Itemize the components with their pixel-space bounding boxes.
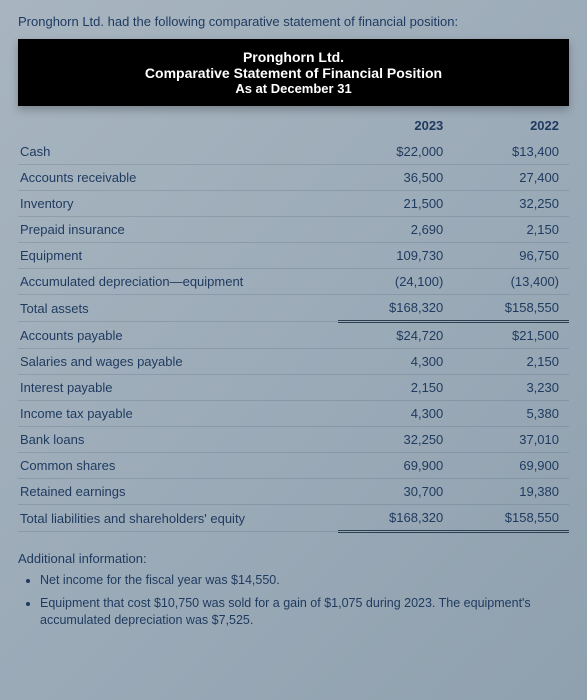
row-label: Total assets [18,295,338,322]
as-at-date: As at December 31 [18,81,569,96]
col-label [18,112,338,139]
row-value-y2: 5,380 [453,401,569,427]
row-value-y1: 4,300 [338,349,454,375]
row-value-y2: $13,400 [453,139,569,165]
financial-table: 2023 2022 Cash$22,000$13,400Accounts rec… [18,112,569,533]
row-value-y1: 2,150 [338,375,454,401]
row-label: Salaries and wages payable [18,349,338,375]
table-row: Bank loans32,25037,010 [18,427,569,453]
table-row: Accounts receivable36,50027,400 [18,165,569,191]
row-value-y1: 4,300 [338,401,454,427]
row-value-y1: 21,500 [338,191,454,217]
table-row: Accounts payable$24,720$21,500 [18,322,569,349]
row-value-y2: $158,550 [453,295,569,322]
table-row: Total assets$168,320$158,550 [18,295,569,322]
table-row: Common shares69,90069,900 [18,453,569,479]
table-row: Retained earnings30,70019,380 [18,479,569,505]
row-value-y1: 2,690 [338,217,454,243]
table-row: Interest payable2,1503,230 [18,375,569,401]
table-row: Inventory21,50032,250 [18,191,569,217]
table-row: Cash$22,000$13,400 [18,139,569,165]
table-header-row: 2023 2022 [18,112,569,139]
row-label: Income tax payable [18,401,338,427]
row-label: Accumulated depreciation—equipment [18,269,338,295]
table-row: Income tax payable4,3005,380 [18,401,569,427]
table-row: Salaries and wages payable4,3002,150 [18,349,569,375]
statement-header: Pronghorn Ltd. Comparative Statement of … [18,39,569,106]
row-value-y2: $158,550 [453,505,569,532]
row-label: Inventory [18,191,338,217]
row-label: Accounts payable [18,322,338,349]
additional-info: Additional information: Net income for t… [18,551,569,629]
row-label: Cash [18,139,338,165]
row-value-y1: $168,320 [338,505,454,532]
row-value-y1: 36,500 [338,165,454,191]
row-label: Retained earnings [18,479,338,505]
row-label: Interest payable [18,375,338,401]
row-value-y2: 19,380 [453,479,569,505]
table-row: Total liabilities and shareholders' equi… [18,505,569,532]
intro-text: Pronghorn Ltd. had the following compara… [18,14,569,29]
row-value-y2: (13,400) [453,269,569,295]
row-value-y1: $168,320 [338,295,454,322]
row-value-y2: 37,010 [453,427,569,453]
row-value-y2: $21,500 [453,322,569,349]
row-value-y2: 32,250 [453,191,569,217]
additional-heading: Additional information: [18,551,569,566]
row-label: Accounts receivable [18,165,338,191]
row-value-y2: 2,150 [453,349,569,375]
row-label: Bank loans [18,427,338,453]
table-row: Prepaid insurance2,6902,150 [18,217,569,243]
additional-list: Net income for the fiscal year was $14,5… [18,572,569,629]
row-value-y1: 30,700 [338,479,454,505]
row-value-y2: 96,750 [453,243,569,269]
table-row: Equipment109,73096,750 [18,243,569,269]
row-label: Total liabilities and shareholders' equi… [18,505,338,532]
row-value-y2: 27,400 [453,165,569,191]
row-value-y2: 2,150 [453,217,569,243]
row-value-y1: 69,900 [338,453,454,479]
row-value-y1: $22,000 [338,139,454,165]
row-label: Common shares [18,453,338,479]
table-row: Accumulated depreciation—equipment(24,10… [18,269,569,295]
row-value-y2: 3,230 [453,375,569,401]
col-year-2: 2022 [453,112,569,139]
statement-title: Comparative Statement of Financial Posit… [18,65,569,81]
row-value-y1: 109,730 [338,243,454,269]
row-value-y1: $24,720 [338,322,454,349]
col-year-1: 2023 [338,112,454,139]
row-label: Equipment [18,243,338,269]
row-value-y2: 69,900 [453,453,569,479]
list-item: Net income for the fiscal year was $14,5… [40,572,569,589]
row-value-y1: (24,100) [338,269,454,295]
row-label: Prepaid insurance [18,217,338,243]
list-item: Equipment that cost $10,750 was sold for… [40,595,569,629]
company-name: Pronghorn Ltd. [18,49,569,65]
row-value-y1: 32,250 [338,427,454,453]
